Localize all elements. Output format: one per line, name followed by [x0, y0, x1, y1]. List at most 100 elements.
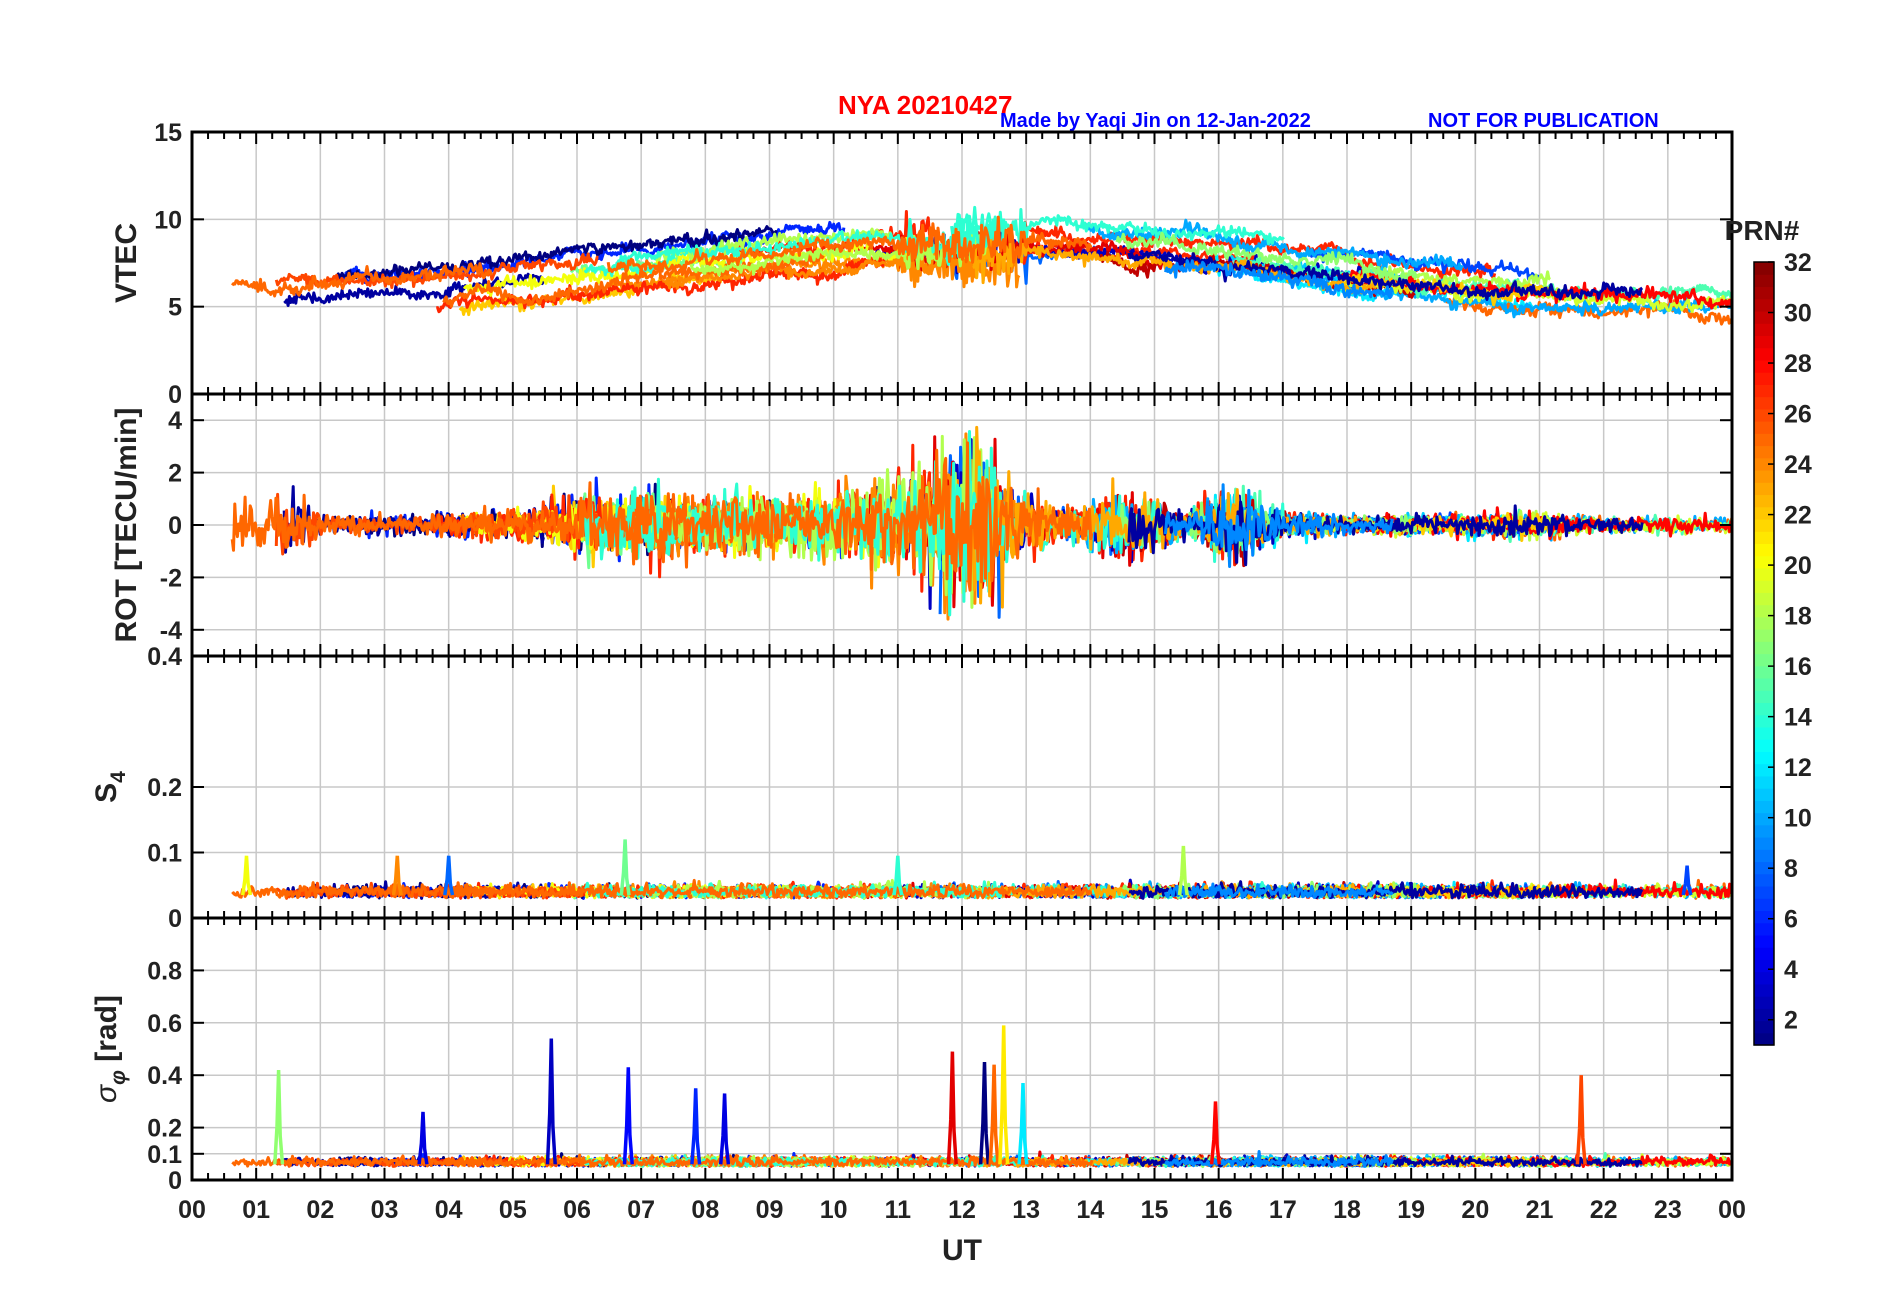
- spike-mark: [1017, 1083, 1029, 1165]
- colorbar-band: [1754, 469, 1774, 483]
- colorbar-band: [1754, 580, 1774, 593]
- panel-rot-traces: [230, 425, 1732, 621]
- colorbar-tick-label: 4: [1784, 956, 1798, 984]
- x-tick-label: 21: [1526, 1196, 1554, 1224]
- y-tick-label: 4: [168, 407, 182, 435]
- y-tick-label: 15: [154, 119, 182, 147]
- colorbar-band: [1754, 567, 1774, 581]
- y-tick-label: -2: [160, 564, 182, 592]
- y-tick-label: 0: [168, 381, 182, 409]
- y-tick-label: -4: [160, 617, 182, 645]
- colorbar-band: [1754, 812, 1774, 826]
- prn-trace: [1115, 231, 1418, 285]
- colorbar-band: [1754, 996, 1774, 1009]
- colorbar-band: [1754, 262, 1774, 275]
- x-tick-label: 00: [1718, 1196, 1746, 1224]
- colorbar-band: [1754, 421, 1774, 434]
- colorbar-band: [1754, 555, 1774, 569]
- spike-mark: [273, 1069, 285, 1165]
- panel-rot-ylabel: ROT [TECU/min]: [110, 408, 143, 643]
- colorbar-tick-label: 20: [1784, 552, 1812, 580]
- colorbar-band: [1754, 800, 1774, 814]
- spike-mark: [978, 1062, 991, 1165]
- colorbar-band: [1754, 1032, 1774, 1046]
- colorbar-band: [1754, 604, 1774, 618]
- panel-sigma_phi-traces: [231, 1025, 1732, 1169]
- chart-title: NYA 20210427: [838, 90, 1013, 120]
- panel-vtec-traces: [231, 205, 1732, 326]
- colorbar-tick-label: 2: [1784, 1007, 1798, 1035]
- colorbar-band: [1754, 971, 1774, 985]
- colorbar-band: [1754, 384, 1774, 398]
- x-tick-label: 20: [1461, 1196, 1489, 1224]
- x-axis-label: UT: [942, 1234, 982, 1267]
- x-tick-label: 07: [627, 1196, 655, 1224]
- colorbar-band: [1754, 543, 1774, 557]
- prn-trace: [1164, 1150, 1394, 1168]
- colorbar-band: [1754, 396, 1774, 410]
- colorbar-tick-label: 10: [1784, 805, 1812, 833]
- colorbar-tick-label: 18: [1784, 603, 1812, 631]
- colorbar-band: [1754, 494, 1774, 508]
- publication-note: NOT FOR PUBLICATION: [1428, 110, 1659, 132]
- x-tick-label: 14: [1076, 1196, 1104, 1224]
- spike-mark: [718, 1093, 731, 1165]
- spike-mark: [998, 1025, 1010, 1165]
- colorbar-band: [1754, 335, 1774, 349]
- prn-trace: [230, 493, 493, 552]
- prn-trace: [608, 878, 1093, 900]
- colorbar-band: [1754, 837, 1774, 850]
- colorbar-tick-label: 14: [1784, 704, 1812, 732]
- y-tick-label: 0.1: [147, 840, 182, 868]
- y-tick-label: 0.1: [147, 1141, 182, 1169]
- colorbar-band: [1754, 506, 1774, 520]
- colorbar-tick-label: 12: [1784, 754, 1812, 782]
- colorbar-band: [1754, 286, 1774, 300]
- colorbar-band: [1754, 482, 1774, 496]
- x-tick-label: 10: [820, 1196, 848, 1224]
- x-tick-label: 22: [1590, 1196, 1618, 1224]
- y-tick-label: 0.4: [147, 643, 182, 671]
- colorbar-band: [1754, 849, 1774, 863]
- x-tick-label: 17: [1269, 1196, 1297, 1224]
- spike-mark: [1209, 1101, 1222, 1165]
- y-tick-label: 10: [154, 206, 182, 234]
- colorbar-frame: [1753, 261, 1775, 1046]
- prn-trace: [615, 217, 1006, 266]
- colorbar-band: [1754, 910, 1774, 924]
- colorbar-band: [1754, 934, 1774, 948]
- spike-mark: [417, 1111, 429, 1165]
- spike-mark: [988, 1064, 1000, 1165]
- colorbar-band: [1754, 323, 1774, 337]
- x-tick-label: 06: [563, 1196, 591, 1224]
- prn-trace: [1163, 882, 1394, 900]
- colorbar-tick-label: 6: [1784, 906, 1798, 934]
- colorbar-band: [1754, 372, 1774, 385]
- colorbar-band: [1754, 959, 1774, 973]
- panel-sigma-ylabel: σφ [rad]: [90, 995, 130, 1103]
- x-tick-label: 04: [435, 1196, 463, 1224]
- colorbar-band: [1754, 751, 1774, 765]
- colorbar-band: [1754, 629, 1774, 642]
- colorbar-tick-label: 16: [1784, 653, 1812, 681]
- colorbar-band: [1754, 775, 1774, 789]
- y-tick-label: 0.6: [147, 1010, 182, 1038]
- colorbar-band: [1754, 518, 1774, 532]
- x-tick-label: 01: [242, 1196, 270, 1224]
- spike-mark: [391, 855, 403, 896]
- colorbar-band: [1754, 457, 1774, 471]
- spike-mark: [622, 1067, 634, 1165]
- colorbar-band: [1754, 298, 1774, 312]
- panel-s4-ylabel: S4: [90, 771, 130, 803]
- colorbar-tick-label: 28: [1784, 350, 1812, 378]
- y-tick-label: 0: [168, 905, 182, 933]
- prn-trace: [1163, 259, 1394, 299]
- colorbar-tick-label: 22: [1784, 502, 1812, 530]
- colorbar-band: [1754, 665, 1774, 679]
- data-layer: [230, 205, 1732, 1169]
- colorbar-band: [1754, 873, 1774, 887]
- colorbar-band: [1754, 983, 1774, 997]
- colorbar-band: [1754, 861, 1774, 875]
- colorbar-band: [1754, 1020, 1774, 1034]
